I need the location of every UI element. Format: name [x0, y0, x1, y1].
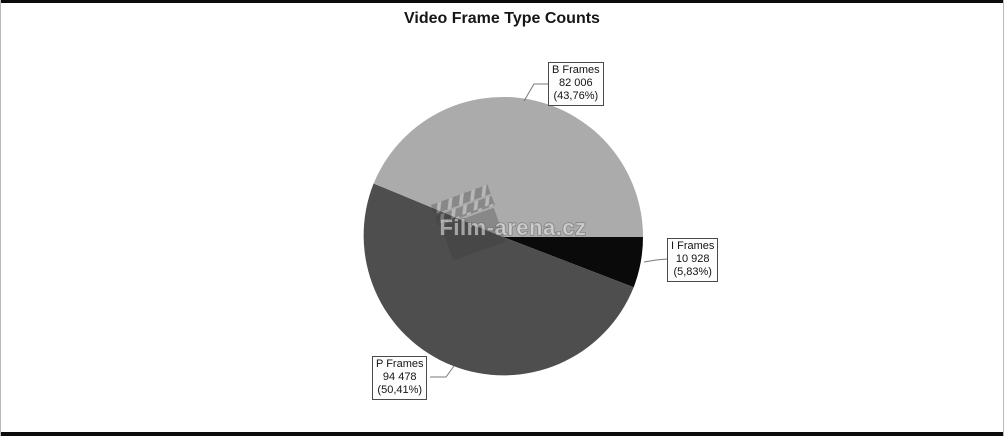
- bottom-border-bar: [1, 432, 1003, 436]
- slice-percent: (50,41%): [377, 384, 423, 396]
- leader-line-i-frames: [643, 258, 668, 263]
- label-box-i-frames: I Frames 10 928 (5,83%): [667, 238, 719, 282]
- top-border-bar: [1, 0, 1003, 3]
- pie-slice-p-frames: [363, 183, 634, 376]
- leader-line-p-frames: [430, 365, 455, 378]
- slice-value: 94 478: [382, 371, 417, 383]
- label-box-b-frames: B Frames 82 006 (43,76%): [548, 62, 604, 106]
- leader-line-b-frames: [523, 83, 548, 102]
- pie-slice-i-frames: [503, 237, 643, 288]
- pie-slices: [363, 96, 643, 376]
- slice-percent: (5,83%): [673, 266, 712, 278]
- label-box-p-frames: P Frames 94 478 (50,41%): [372, 356, 428, 400]
- chart-title: Video Frame Type Counts: [404, 10, 600, 27]
- slice-label: B Frames: [552, 64, 600, 76]
- slice-value: 82 006: [559, 77, 593, 89]
- slice-percent: (43,76%): [553, 90, 599, 102]
- slice-value: 10 928: [675, 253, 710, 265]
- slice-label: P Frames: [376, 358, 424, 370]
- slice-label: I Frames: [671, 240, 715, 252]
